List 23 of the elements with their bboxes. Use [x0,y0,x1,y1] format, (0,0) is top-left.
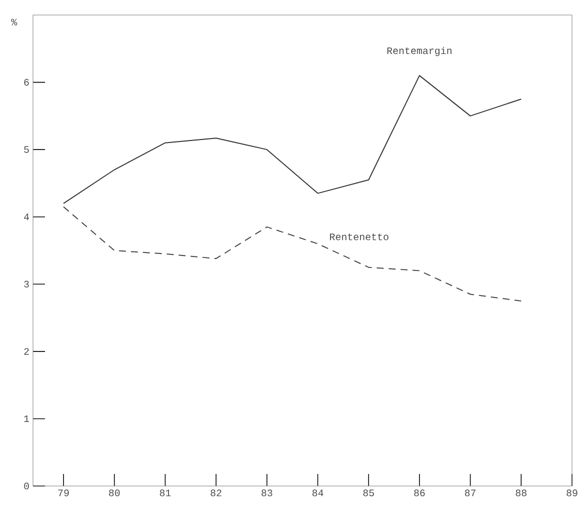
text: Rentemargin [387,46,452,56]
x-tick-label: 87 [464,490,476,496]
x-tick-label: 84 [312,490,324,496]
x-tick-label: 81 [160,490,171,496]
x-tick-label: 79 [58,490,69,496]
x-tick-label: 89 [566,490,578,496]
y-tick-label: 2 [24,348,29,355]
y-tick-label: 1 [24,415,29,422]
line-series [63,75,522,204]
y-tick-label: 3 [24,280,29,288]
y-axis-title: % [11,18,18,26]
line-series [63,206,522,302]
y-tick-label: 4 [24,214,29,220]
x-tick-label: 80 [109,490,120,496]
x-tick-label: 88 [516,490,526,496]
x-tick-label: 82 [210,490,222,496]
y-tick-label: 0 [24,482,29,490]
x-tick-label: 86 [414,490,425,496]
y-tick-label: 6 [24,78,29,86]
x-tick-label: 83 [262,490,272,496]
x-tick-label: 85 [363,490,374,496]
series-label: Rentenetto [330,234,388,240]
y-tick-label: 5 [24,146,29,153]
